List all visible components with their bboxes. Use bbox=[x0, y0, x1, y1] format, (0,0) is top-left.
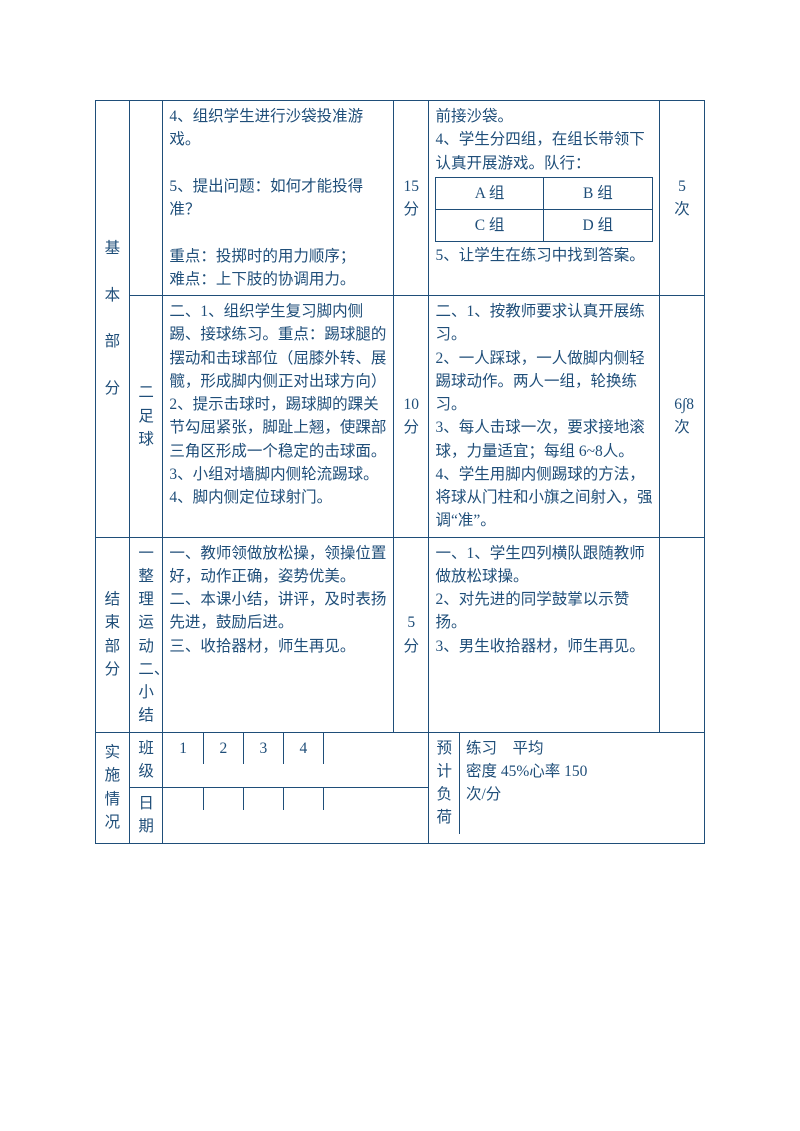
table-row: 结束部分 一整理运动二、小结 一、教师领做放松操，领操位置好，动作正确，姿势优美… bbox=[96, 537, 705, 732]
class-numbers: 1 2 3 4 bbox=[163, 732, 429, 788]
num-3: 3 bbox=[243, 733, 283, 764]
group-d: D 组 bbox=[543, 210, 652, 242]
group-a: A 组 bbox=[436, 177, 543, 209]
text: 结束部分 bbox=[105, 588, 121, 681]
text: 10分 bbox=[403, 393, 419, 440]
text: 一、1、学生四列横队跟随教师做放松球操。 2、对先进的同学鼓掌以示赞扬。 3、男… bbox=[435, 545, 644, 655]
label-class: 班级 bbox=[129, 732, 163, 788]
group-b: B 组 bbox=[543, 177, 652, 209]
text: 班级 bbox=[138, 737, 154, 784]
load-forecast: 预计负荷 练习 平均 密度 45%心率 150 次/分 bbox=[429, 732, 705, 843]
date-cells bbox=[163, 788, 429, 844]
freq-2: 6∫8次 bbox=[660, 296, 705, 538]
density-value: 45% bbox=[501, 763, 529, 780]
num-4: 4 bbox=[283, 733, 323, 764]
density-unit: 次/分 bbox=[466, 786, 501, 803]
time-3: 5分 bbox=[393, 537, 428, 732]
hr-value: 150 bbox=[564, 763, 587, 780]
text: 二、1、组织学生复习脚内侧踢、接球练习。重点：踢球腿的摆动和击球部位（屈膝外转、… bbox=[169, 303, 386, 506]
blank bbox=[323, 733, 428, 764]
text: 预计负荷 bbox=[436, 737, 452, 830]
lesson-plan-page: 基本部分 4、组织学生进行沙袋投准游戏。 5、提出问题：如何才能投得准？ 重点：… bbox=[0, 0, 800, 894]
density-line: 密度 45%心率 150 bbox=[466, 763, 587, 780]
section-basic: 基本部分 bbox=[96, 101, 130, 538]
blank bbox=[323, 788, 428, 810]
table-row: 基本部分 4、组织学生进行沙袋投准游戏。 5、提出问题：如何才能投得准？ 重点：… bbox=[96, 101, 705, 296]
text: 15分 bbox=[403, 175, 419, 222]
group-table: A 组 B 组 C 组 D 组 bbox=[435, 177, 653, 243]
blank bbox=[243, 788, 283, 810]
teacher-activity-2: 二、1、组织学生复习脚内侧踢、接球练习。重点：踢球腿的摆动和击球部位（屈膝外转、… bbox=[163, 296, 394, 538]
num-1: 1 bbox=[163, 733, 203, 764]
text: 二、1、按教师要求认真开展练习。 2、一人踩球，一人做脚内侧轻踢球动作。两人一组… bbox=[435, 303, 652, 529]
text: 一整理运动二、小结 bbox=[138, 542, 154, 728]
text: 二足球 bbox=[138, 381, 154, 451]
blank bbox=[163, 788, 203, 810]
student-activity-3: 一、1、学生四列横队跟随教师做放松球操。 2、对先进的同学鼓掌以示赞扬。 3、男… bbox=[429, 537, 660, 732]
text: 日期 bbox=[138, 792, 154, 839]
section-impl: 实施情况 bbox=[96, 732, 130, 843]
teacher-activity-1: 4、组织学生进行沙袋投准游戏。 5、提出问题：如何才能投得准？ 重点：投掷时的用… bbox=[163, 101, 394, 296]
table-row: 实施情况 班级 1 2 3 4 预计负荷 练习 平均 密度 45%心 bbox=[96, 732, 705, 788]
label-date: 日期 bbox=[129, 788, 163, 844]
blank bbox=[283, 788, 323, 810]
teacher-activity-3: 一、教师领做放松操，领操位置好，动作正确，姿势优美。 二、本课小结，讲评，及时表… bbox=[163, 537, 394, 732]
section-end: 结束部分 bbox=[96, 537, 130, 732]
table-row: 二足球 二、1、组织学生复习脚内侧踢、接球练习。重点：踢球腿的摆动和击球部位（屈… bbox=[96, 296, 705, 538]
text: 一、教师领做放松操，领操位置好，动作正确，姿势优美。 二、本课小结，讲评，及时表… bbox=[169, 545, 386, 655]
freq-3 bbox=[660, 537, 705, 732]
topic-football: 二足球 bbox=[129, 296, 163, 538]
blank bbox=[203, 788, 243, 810]
text: 5、让学生在练习中找到答案。 bbox=[435, 247, 644, 264]
text: 前接沙袋。 4、学生分四组，在组长带领下认真开展游戏。队行： bbox=[435, 108, 644, 172]
topic-end: 一整理运动二、小结 bbox=[129, 537, 163, 732]
lesson-plan-table: 基本部分 4、组织学生进行沙袋投准游戏。 5、提出问题：如何才能投得准？ 重点：… bbox=[95, 100, 705, 844]
density-text: 练习 平均 bbox=[466, 740, 544, 757]
freq-1: 5次 bbox=[660, 101, 705, 296]
text: 5次 bbox=[674, 175, 690, 222]
student-activity-1: 前接沙袋。 4、学生分四组，在组长带领下认真开展游戏。队行： A 组 B 组 C… bbox=[429, 101, 660, 296]
text: 5分 bbox=[403, 611, 419, 658]
text: 实施情况 bbox=[105, 741, 121, 834]
topic-cell-blank bbox=[129, 101, 163, 296]
time-2: 10分 bbox=[393, 296, 428, 538]
text: 6∫8次 bbox=[674, 393, 690, 440]
load-values: 练习 平均 密度 45%心率 150 次/分 bbox=[459, 733, 704, 834]
time-1: 15分 bbox=[393, 101, 428, 296]
group-c: C 组 bbox=[436, 210, 543, 242]
text: 4、组织学生进行沙袋投准游戏。 5、提出问题：如何才能投得准？ 重点：投掷时的用… bbox=[169, 108, 363, 288]
load-label: 预计负荷 bbox=[429, 733, 459, 834]
student-activity-2: 二、1、按教师要求认真开展练习。 2、一人踩球，一人做脚内侧轻踢球动作。两人一组… bbox=[429, 296, 660, 538]
num-2: 2 bbox=[203, 733, 243, 764]
